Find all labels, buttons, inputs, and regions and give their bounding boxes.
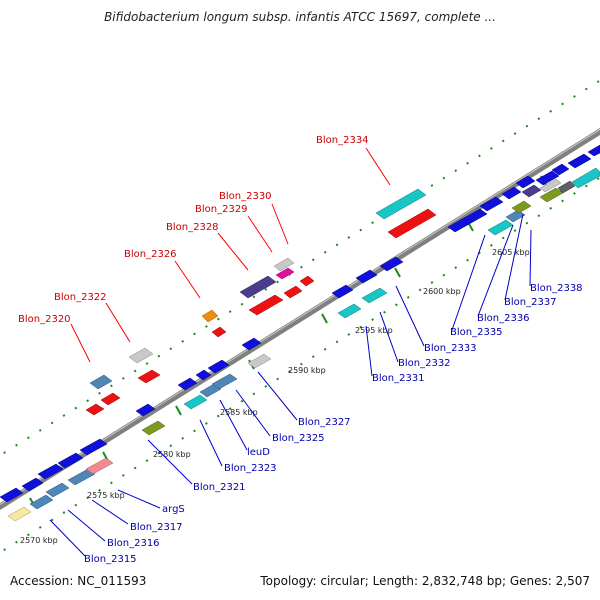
- gene-blon-2338-c[interactable]: [535, 170, 560, 186]
- gene-blon-2317[interactable]: [37, 463, 64, 480]
- gene-blon-2323[interactable]: [183, 394, 208, 410]
- gene-blon-2321-b[interactable]: [135, 403, 156, 417]
- genome-summary-text: Topology: circular; Length: 2,832,748 bp…: [260, 574, 590, 588]
- label-blon-2322[interactable]: Blon_2322: [54, 292, 107, 303]
- gene-blon-2330[interactable]: [299, 275, 315, 287]
- gene-blon-2338-i[interactable]: [571, 167, 600, 189]
- gene-blon-2320-c[interactable]: [89, 374, 113, 390]
- gene-blon-2328[interactable]: [248, 294, 284, 316]
- label-blon-2316[interactable]: Blon_2316: [107, 538, 160, 549]
- label-blon-2331[interactable]: Blon_2331: [372, 373, 425, 384]
- label-blon-2326[interactable]: Blon_2326: [124, 249, 177, 260]
- gene-args[interactable]: [57, 452, 84, 469]
- gene-leud[interactable]: [199, 383, 222, 398]
- label-blon-2315[interactable]: Blon_2315: [84, 554, 137, 565]
- gene-blon-2315-b[interactable]: [7, 506, 32, 522]
- gene-blon-2316[interactable]: [21, 477, 44, 492]
- gene-blon-2334-b[interactable]: [375, 188, 427, 220]
- bottom-leader-lines: [49, 213, 532, 557]
- gene-args-c[interactable]: [85, 457, 114, 475]
- label-blon-2328[interactable]: Blon_2328: [166, 222, 219, 233]
- label-blon-2338[interactable]: Blon_2338: [530, 283, 583, 294]
- label-blon-2330[interactable]: Blon_2330: [219, 191, 272, 202]
- gene-blon-2326[interactable]: [211, 326, 227, 338]
- tick-label: 2585 kbp: [220, 408, 258, 417]
- gene-blon-2338-b[interactable]: [515, 175, 536, 189]
- label-blon-2323[interactable]: Blon_2323: [224, 463, 277, 474]
- gene-blon-2320[interactable]: [85, 403, 105, 416]
- tick-label: 2580 kbp: [153, 450, 191, 459]
- label-args[interactable]: argS: [162, 504, 185, 515]
- gene-blon-2334[interactable]: [387, 208, 437, 239]
- gene-blon-2335[interactable]: [447, 208, 488, 233]
- reverse-strand-genes: [85, 188, 437, 416]
- gene-blon-2329[interactable]: [283, 285, 303, 299]
- gene-blon-2325[interactable]: [211, 373, 238, 390]
- gene-blon-2337-b[interactable]: [511, 200, 532, 214]
- label-blon-2333[interactable]: Blon_2333: [424, 343, 477, 354]
- label-blon-2336[interactable]: Blon_2336: [477, 313, 530, 324]
- gene-blon-2315[interactable]: [0, 487, 24, 503]
- tick-label: 2575 kbp: [87, 491, 125, 500]
- gene-blon-2338-f[interactable]: [539, 178, 562, 193]
- gene-blon-2338-j[interactable]: [587, 144, 600, 157]
- gene-blon-2317-b[interactable]: [45, 482, 70, 498]
- map-title: Bifidobacterium longum subsp. infantis A…: [104, 10, 496, 24]
- gene-blon-2328-b[interactable]: [239, 275, 277, 299]
- gene-blon-2326-b[interactable]: [201, 309, 219, 323]
- gene-blon-2322[interactable]: [137, 369, 161, 384]
- gene-blon-2335-b[interactable]: [487, 219, 514, 236]
- gene-blon-2331-b[interactable]: [331, 284, 354, 299]
- top-leader-lines: [70, 147, 391, 363]
- gene-leud-b[interactable]: [195, 369, 212, 381]
- gene-blon-2331[interactable]: [337, 303, 362, 319]
- gene-blon-2322-b[interactable]: [128, 347, 154, 364]
- tick-marks: [29, 175, 547, 508]
- gene-blon-2327[interactable]: [247, 353, 272, 369]
- label-blon-2321[interactable]: Blon_2321: [193, 482, 246, 493]
- gene-blon-2323-b[interactable]: [177, 377, 198, 391]
- gene-blon-2316-b[interactable]: [29, 494, 54, 510]
- tick-label: 2590 kbp: [288, 366, 326, 375]
- tick-label: 2605 kbp: [492, 248, 530, 257]
- gene-args-b[interactable]: [67, 468, 96, 486]
- accession-text: Accession: NC_011593: [10, 574, 147, 588]
- gene-blon-2332-b[interactable]: [355, 269, 378, 284]
- gene-blon-2332[interactable]: [361, 287, 388, 304]
- gene-blon-2333[interactable]: [379, 256, 404, 272]
- label-blon-2335[interactable]: Blon_2335: [450, 327, 503, 338]
- gene-args-d[interactable]: [79, 438, 108, 456]
- gene-blon-2337[interactable]: [501, 186, 522, 200]
- gene-blon-2336[interactable]: [479, 196, 504, 212]
- gene-blon-2330-b[interactable]: [273, 257, 295, 272]
- gene-blon-2321[interactable]: [141, 420, 166, 436]
- gene-blon-2338[interactable]: [521, 184, 542, 198]
- gene-blon-2329-b[interactable]: [275, 267, 295, 280]
- label-blon-2327[interactable]: Blon_2327: [298, 417, 351, 428]
- label-blon-2332[interactable]: Blon_2332: [398, 358, 451, 369]
- tick-label: 2570 kbp: [20, 536, 58, 545]
- tick-label: 2600 kbp: [423, 287, 461, 296]
- label-leud[interactable]: leuD: [247, 447, 270, 458]
- gene-blon-2336-b[interactable]: [505, 209, 526, 223]
- label-blon-2325[interactable]: Blon_2325: [272, 433, 325, 444]
- label-blon-2317[interactable]: Blon_2317: [130, 522, 183, 533]
- gene-blon-2325-b[interactable]: [207, 359, 230, 374]
- forward-strand-genes: [0, 144, 600, 522]
- gene-blon-2320-b[interactable]: [100, 392, 121, 406]
- gene-blon-2338-e[interactable]: [551, 163, 570, 176]
- label-blon-2320[interactable]: Blon_2320: [18, 314, 71, 325]
- gene-blon-2338-h[interactable]: [567, 153, 592, 169]
- gene-blon-2338-g[interactable]: [557, 180, 576, 194]
- gene-blon-2327-b[interactable]: [241, 337, 262, 351]
- label-blon-2334[interactable]: Blon_2334: [316, 135, 369, 146]
- label-blon-2329[interactable]: Blon_2329: [195, 204, 248, 215]
- tick-label: 2595 kbp: [355, 326, 393, 335]
- label-blon-2337[interactable]: Blon_2337: [504, 297, 557, 308]
